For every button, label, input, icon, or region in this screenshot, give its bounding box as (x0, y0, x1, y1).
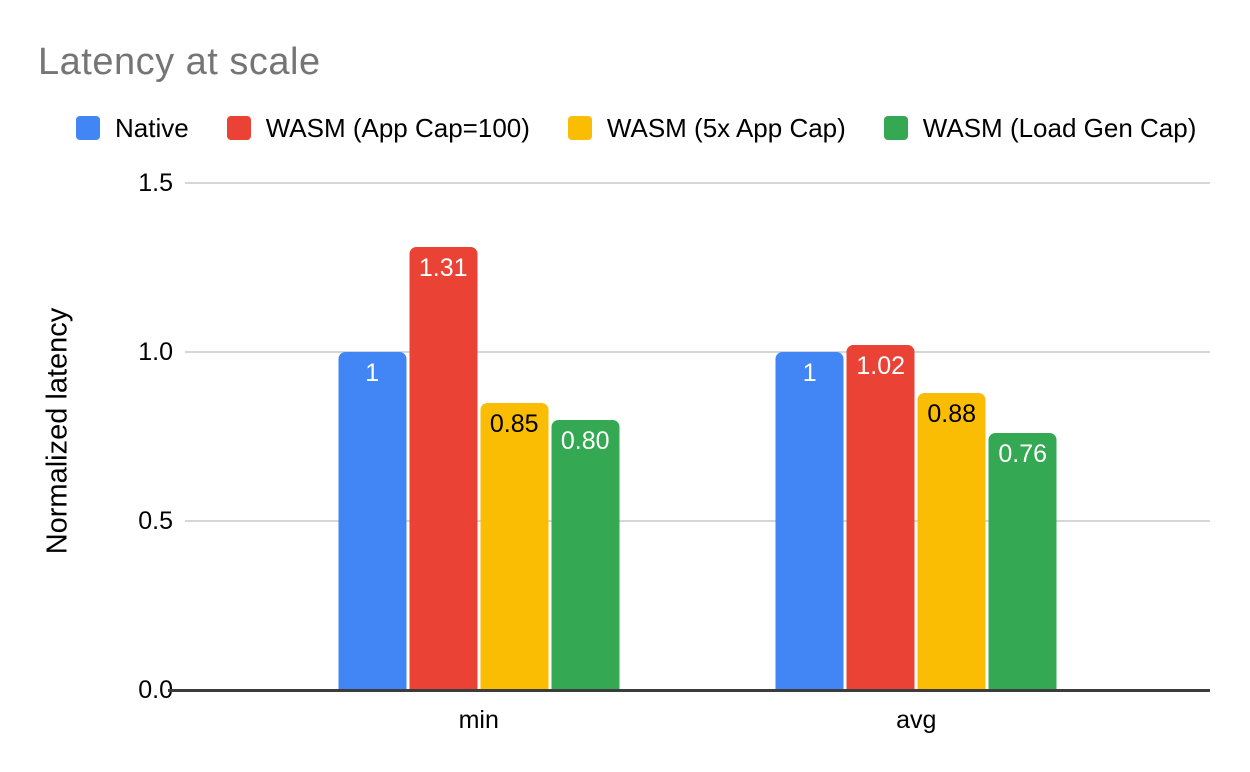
bar-group-avg: 1 1.02 0.88 0.76 (775, 345, 1057, 690)
bar-value-label: 0.85 (489, 409, 539, 438)
chart-legend: Native WASM (App Cap=100) WASM (5x App Cap… (76, 114, 1196, 142)
legend-item-wasm-app-cap-100: WASM (App Cap=100) (226, 113, 530, 143)
bar-wasm-load-gen-cap-avg: 0.76 (988, 433, 1057, 690)
legend-label: Native (115, 113, 189, 143)
legend-label: WASM (5x App Cap) (606, 113, 846, 143)
bar-value-label: 1 (365, 359, 380, 387)
gridline (185, 351, 1210, 353)
bar-value-label: 0.76 (998, 440, 1048, 469)
chart-title: Latency at scale (38, 41, 321, 83)
legend-swatch-icon (226, 116, 251, 140)
y-tick-label: 0.5 (138, 507, 173, 535)
legend-item-wasm-load-gen-cap: WASM (Load Gen Cap) (883, 113, 1197, 143)
bar-group-min: 1 1.31 0.85 0.80 (338, 247, 620, 690)
bar-value-label: 1.31 (418, 254, 468, 283)
y-tick-label: 1.0 (138, 338, 173, 366)
bar-value-label: 1 (802, 359, 817, 387)
bar-wasm-5x-app-cap-avg: 0.88 (917, 392, 986, 690)
legend-swatch-icon (883, 116, 908, 140)
bar-wasm-app-cap-100-min: 1.31 (409, 247, 478, 690)
legend-swatch-icon (567, 116, 592, 140)
bar-native-min: 1 (338, 352, 407, 690)
legend-swatch-icon (76, 116, 100, 140)
legend-item-wasm-5x-app-cap: WASM (5x App Cap) (567, 113, 846, 143)
legend-item-native: Native (76, 114, 189, 142)
x-axis-baseline (168, 689, 1210, 692)
y-tick-label: 1.5 (138, 169, 173, 197)
gridline (185, 520, 1210, 522)
x-tick-label-avg: avg (896, 706, 937, 734)
gridline (185, 182, 1210, 184)
bar-native-avg: 1 (775, 352, 844, 690)
legend-label: WASM (Load Gen Cap) (922, 113, 1197, 143)
plot-area: 1 1.31 0.85 0.80 1 1.02 0.88 0.76 (168, 182, 1210, 692)
legend-label: WASM (App Cap=100) (265, 113, 530, 143)
bar-wasm-load-gen-cap-min: 0.80 (551, 419, 620, 690)
x-tick-label-min: min (458, 706, 499, 734)
bar-wasm-5x-app-cap-min: 0.85 (480, 402, 549, 690)
bar-value-label: 1.02 (856, 352, 906, 381)
bar-value-label: 0.80 (560, 426, 610, 455)
bar-value-label: 0.88 (927, 399, 977, 428)
bar-wasm-app-cap-100-avg: 1.02 (846, 345, 915, 690)
y-tick-label: 0.0 (138, 676, 173, 704)
